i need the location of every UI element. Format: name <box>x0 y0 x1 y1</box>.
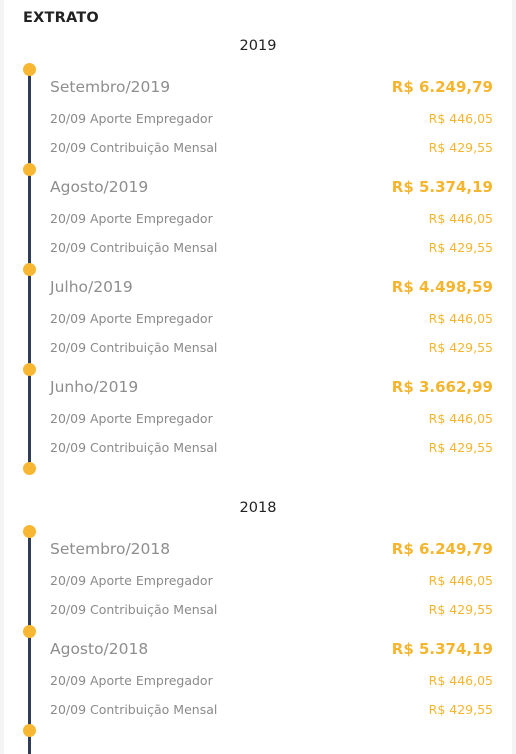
entry-row: 20/09 Aporte Empregador R$ 446,05 <box>50 573 493 591</box>
entry-description: 20/09 Aporte Empregador <box>50 311 213 326</box>
entry-value: R$ 429,55 <box>428 602 493 617</box>
page-title: EXTRATO <box>23 10 99 26</box>
timeline-dot-end <box>23 462 36 475</box>
entry-description: 20/09 Contribuição Mensal <box>50 140 218 155</box>
timeline-line <box>28 531 31 754</box>
entry-description: 20/09 Aporte Empregador <box>50 573 213 588</box>
entry-row: 20/09 Aporte Empregador R$ 446,05 <box>50 673 493 691</box>
timeline-dot <box>23 625 36 638</box>
entry-row: 20/09 Aporte Empregador R$ 446,05 <box>50 311 493 329</box>
month-name: Junho/2019 <box>50 378 139 396</box>
entry-row: 20/09 Aporte Empregador R$ 446,05 <box>50 411 493 429</box>
entry-description: 20/09 Contribuição Mensal <box>50 440 218 455</box>
month-total: R$ 5.374,19 <box>391 178 493 196</box>
entry-value: R$ 429,55 <box>428 340 493 355</box>
entry-value: R$ 446,05 <box>428 411 493 426</box>
entry-description: 20/09 Contribuição Mensal <box>50 602 218 617</box>
entry-description: 20/09 Aporte Empregador <box>50 411 213 426</box>
month-name: Julho/2019 <box>50 278 133 296</box>
entry-value: R$ 446,05 <box>428 111 493 126</box>
month-name: Agosto/2019 <box>50 178 149 196</box>
entry-description: 20/09 Aporte Empregador <box>50 673 213 688</box>
entry-description: 20/09 Aporte Empregador <box>50 111 213 126</box>
month-name: Setembro/2019 <box>50 78 171 96</box>
entry-value: R$ 429,55 <box>428 440 493 455</box>
month-row[interactable]: Setembro/2018 R$ 6.249,79 <box>50 540 493 562</box>
entry-row: 20/09 Aporte Empregador R$ 446,05 <box>50 111 493 129</box>
entry-row: 20/09 Contribuição Mensal R$ 429,55 <box>50 340 493 358</box>
timeline-dot <box>23 724 36 737</box>
month-total: R$ 5.374,19 <box>391 640 493 658</box>
month-total: R$ 6.249,79 <box>391 78 493 96</box>
entry-value: R$ 446,05 <box>428 211 493 226</box>
entry-description: 20/09 Aporte Empregador <box>50 211 213 226</box>
month-name: Setembro/2018 <box>50 540 171 558</box>
year-heading-2018: 2018 <box>239 500 277 516</box>
entry-value: R$ 429,55 <box>428 240 493 255</box>
entry-description: 20/09 Contribuição Mensal <box>50 340 218 355</box>
statement-card: EXTRATO 2019 Setembro/2019 R$ 6.249,79 2… <box>4 0 512 754</box>
month-row[interactable]: Agosto/2018 R$ 5.374,19 <box>50 640 493 662</box>
timeline-dot <box>23 63 36 76</box>
timeline-dot <box>23 363 36 376</box>
timeline-dot <box>23 525 36 538</box>
entry-description: 20/09 Contribuição Mensal <box>50 240 218 255</box>
month-row[interactable]: Setembro/2019 R$ 6.249,79 <box>50 78 493 100</box>
entry-description: 20/09 Contribuição Mensal <box>50 702 218 717</box>
month-total: R$ 3.662,99 <box>391 378 493 396</box>
entry-row: 20/09 Contribuição Mensal R$ 429,55 <box>50 240 493 258</box>
month-row[interactable]: Junho/2019 R$ 3.662,99 <box>50 378 493 400</box>
entry-value: R$ 446,05 <box>428 673 493 688</box>
timeline-dot <box>23 263 36 276</box>
entry-value: R$ 429,55 <box>428 702 493 717</box>
entry-value: R$ 446,05 <box>428 573 493 588</box>
entry-row: 20/09 Aporte Empregador R$ 446,05 <box>50 211 493 229</box>
entry-row: 20/09 Contribuição Mensal R$ 429,55 <box>50 140 493 158</box>
year-heading-2019: 2019 <box>239 38 277 54</box>
month-name: Agosto/2018 <box>50 640 149 658</box>
entry-row: 20/09 Contribuição Mensal R$ 429,55 <box>50 440 493 458</box>
entry-value: R$ 446,05 <box>428 311 493 326</box>
month-total: R$ 6.249,79 <box>391 540 493 558</box>
timeline-dot <box>23 163 36 176</box>
month-row[interactable]: Agosto/2019 R$ 5.374,19 <box>50 178 493 200</box>
entry-row: 20/09 Contribuição Mensal R$ 429,55 <box>50 702 493 720</box>
month-total: R$ 4.498,59 <box>391 278 493 296</box>
month-row[interactable]: Julho/2019 R$ 4.498,59 <box>50 278 493 300</box>
entry-row: 20/09 Contribuição Mensal R$ 429,55 <box>50 602 493 620</box>
entry-value: R$ 429,55 <box>428 140 493 155</box>
